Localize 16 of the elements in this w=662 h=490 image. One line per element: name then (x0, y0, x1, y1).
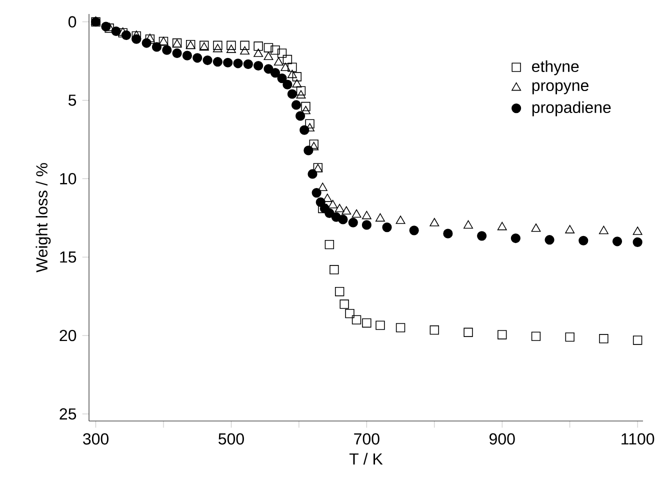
x-tick-label: 300 (83, 433, 109, 445)
x-tick-label: 900 (490, 433, 515, 445)
legend-label: propadiene (532, 101, 611, 116)
x-tick-label: 500 (218, 433, 244, 445)
y-tick-label: 5 (68, 94, 76, 106)
x-tick-label: 700 (354, 433, 380, 445)
x-axis-title: T / K (349, 452, 383, 465)
y-tick-label: 15 (60, 252, 76, 263)
legend-label: propyne (532, 82, 588, 94)
y-tick-label: 20 (60, 330, 76, 342)
y-tick-label: 0 (68, 16, 76, 28)
y-tick-label: 10 (60, 173, 76, 184)
legend-label: ethyne (532, 60, 579, 76)
y-tick-label: 25 (60, 408, 76, 420)
y-axis-title: Weight loss / % (36, 163, 51, 272)
x-tick-label: 1100 (622, 433, 654, 445)
